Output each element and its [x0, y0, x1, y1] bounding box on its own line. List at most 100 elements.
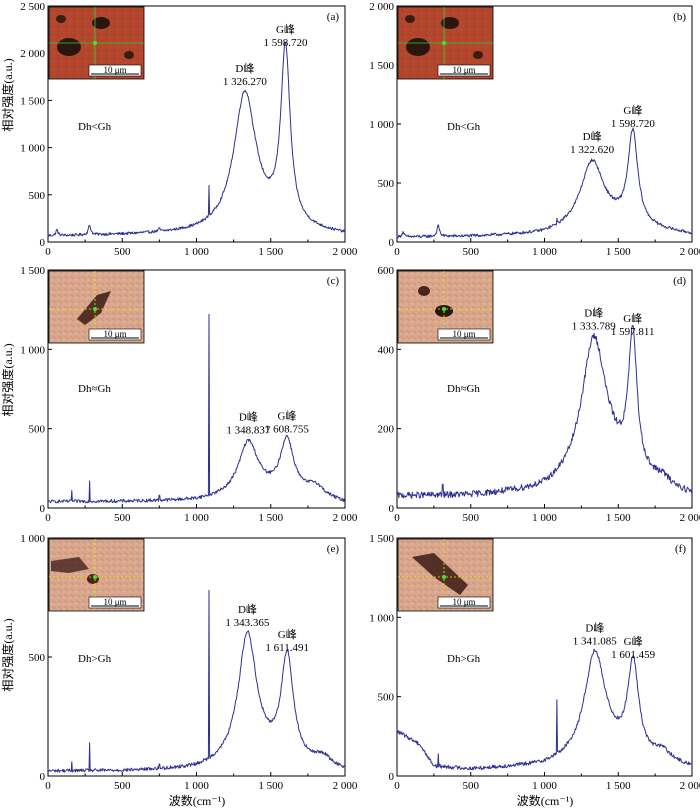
crosshair-center — [442, 575, 446, 579]
x-tick-label: 500 — [114, 780, 131, 792]
panel-label: (a) — [327, 11, 340, 23]
y-tick-label: 1 000 — [20, 533, 45, 545]
x-tick-label: 1 000 — [532, 780, 557, 792]
y-tick-label: 1 000 — [20, 143, 45, 155]
inclusion-blob — [57, 38, 81, 56]
x-tick-label: 1 500 — [258, 512, 283, 524]
condition-label: Dh<Gh — [78, 121, 112, 133]
peak-label: D峰 — [583, 130, 602, 143]
x-tick-label: 1 000 — [184, 780, 209, 792]
spectrum-line — [396, 648, 693, 771]
scale-bar-box — [437, 328, 491, 341]
y-tick-label: 0 — [389, 503, 395, 515]
y-axis-label-middle: 相对强度(a.u.) — [0, 343, 15, 416]
y-tick-label: 1 000 — [369, 119, 394, 131]
y-tick-label: 2 000 — [20, 48, 45, 60]
inset-micrograph: 10 μm — [397, 6, 494, 80]
y-tick-label: 0 — [389, 771, 395, 783]
inset-micrograph: 10 μm — [48, 6, 145, 80]
panel-label: (e) — [327, 543, 340, 555]
panel-b: 0 500 1 000 1 500 2 000 0 500 1 000 1 500 2 000 (b… — [369, 1, 700, 258]
y-tick-label: 2 000 — [369, 1, 394, 13]
scale-bar-label: 10 μm — [103, 597, 126, 607]
y-tick-label: 0 — [40, 771, 46, 783]
x-tick-label: 2 000 — [680, 246, 700, 258]
inclusion-blob — [418, 286, 430, 296]
x-tick-label: 2 000 — [333, 512, 358, 524]
x-axis-label-right: 波数(cm⁻¹) — [517, 793, 574, 808]
x-tick-label: 0 — [394, 512, 400, 524]
inset-micrograph: 10 μm — [48, 538, 145, 612]
peak-wavenumber: 1 611.491 — [265, 642, 309, 654]
y-tick-label: 0 — [389, 237, 395, 249]
inclusion-blob — [51, 557, 89, 573]
y-tick-label: 500 — [29, 190, 46, 202]
x-tick-label: 0 — [45, 246, 51, 258]
peak-wavenumber: 1 597.811 — [611, 326, 655, 338]
panel-label: (d) — [673, 275, 686, 287]
scale-bar-label: 10 μm — [452, 597, 475, 607]
y-tick-label: 600 — [378, 265, 395, 277]
y-tick-label: 500 — [29, 652, 46, 664]
x-tick-label: 0 — [394, 246, 400, 258]
panels: 0 500 1 000 1 500 2 000 0 500 1 000 1 500 2 000 2 … — [20, 1, 700, 792]
y-tick-label: 0 — [40, 237, 46, 249]
peak-wavenumber: 1 608.755 — [265, 423, 310, 435]
crosshair-center — [93, 307, 97, 311]
y-tick-label: 400 — [378, 344, 395, 356]
y-axis-label-bottom: 相对强度(a.u.) — [0, 618, 15, 691]
peak-label: G峰 — [276, 23, 295, 36]
scale-bar-label: 10 μm — [452, 329, 475, 339]
crosshair-center — [442, 41, 446, 45]
panel-label: (f) — [675, 543, 686, 555]
spectrum-line — [47, 589, 346, 773]
x-tick-label: 1 500 — [606, 246, 631, 258]
scale-bar-box — [437, 64, 491, 77]
y-tick-label: 1 000 — [369, 612, 394, 624]
y-tick-label: 2 500 — [20, 1, 45, 13]
x-tick-label: 500 — [114, 246, 131, 258]
crosshair-center — [93, 41, 97, 45]
peak-label: D峰 — [239, 411, 258, 424]
x-tick-label: 1 000 — [532, 246, 557, 258]
x-tick-label: 500 — [463, 246, 480, 258]
peak-label: G峰 — [624, 635, 643, 648]
scale-bar-box — [88, 64, 142, 77]
scale-bar-label: 10 μm — [103, 65, 126, 75]
y-tick-label: 500 — [378, 692, 395, 704]
scale-bar-label: 10 μm — [452, 65, 475, 75]
x-tick-label: 1 500 — [258, 246, 283, 258]
x-tick-label: 0 — [45, 512, 51, 524]
peak-label: D峰 — [584, 307, 603, 320]
y-tick-label: 0 — [40, 503, 46, 515]
x-tick-label: 1 500 — [606, 780, 631, 792]
spectrum-line — [47, 41, 346, 237]
y-tick-label: 1 000 — [20, 344, 45, 356]
peak-wavenumber: 1 598.720 — [611, 118, 656, 130]
condition-label: Dh≈Gh — [78, 383, 111, 395]
peak-wavenumber: 1 326.270 — [223, 76, 268, 88]
inclusion-blob — [92, 17, 110, 29]
x-tick-label: 2 000 — [680, 512, 700, 524]
inclusion-blob — [412, 553, 468, 595]
peak-wavenumber: 1 322.620 — [570, 144, 615, 156]
x-axis-label-left: 波数(cm⁻¹) — [169, 793, 226, 808]
y-tick-label: 1 500 — [369, 533, 394, 545]
inclusion-blob — [473, 51, 483, 59]
y-tick-label: 1 500 — [20, 265, 45, 277]
y-tick-label: 200 — [378, 424, 395, 436]
peak-label: G峰 — [623, 312, 642, 325]
inclusion-blob — [56, 15, 66, 23]
x-tick-label: 1 500 — [606, 512, 631, 524]
scale-bar-box — [88, 328, 142, 341]
peak-label: D峰 — [238, 603, 257, 616]
peak-wavenumber: 1 348.837 — [226, 425, 271, 437]
peak-label: G峰 — [277, 409, 296, 422]
x-tick-label: 1 500 — [258, 780, 283, 792]
panel-label: (c) — [327, 275, 340, 287]
inclusion-blob — [87, 574, 99, 584]
inset-micrograph: 10 μm — [48, 270, 145, 344]
inclusion-blob — [406, 38, 430, 56]
